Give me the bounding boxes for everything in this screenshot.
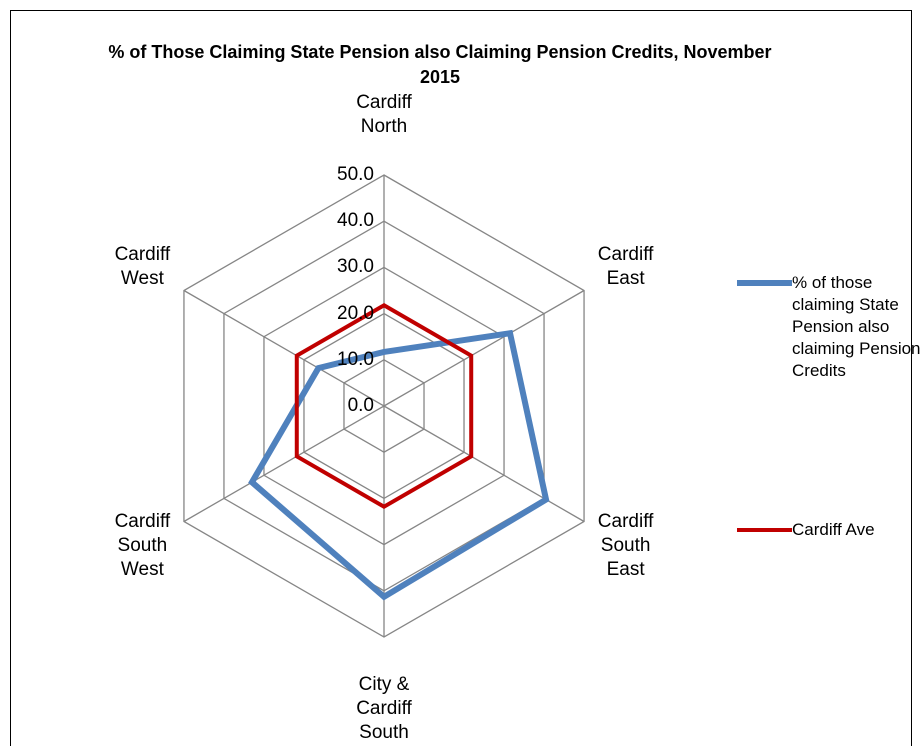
- category-label: Cardiff South East: [597, 510, 654, 580]
- spoke: [183, 405, 385, 523]
- r-tick-label: 0.0: [347, 395, 374, 416]
- spoke: [383, 289, 585, 407]
- series-line: [294, 302, 474, 510]
- category-label: Cardiff East: [597, 243, 654, 289]
- spoke: [183, 289, 385, 407]
- category-label: Cardiff North: [356, 92, 412, 137]
- r-tick-label: 40.0: [337, 210, 374, 232]
- category-label: Cardiff West: [114, 243, 171, 289]
- r-tick-label: 10.0: [337, 348, 374, 370]
- r-tick-label: 50.0: [337, 164, 374, 185]
- frame: [10, 10, 912, 746]
- series-line: [248, 329, 550, 601]
- legend-label: Cardiff Ave: [792, 520, 875, 539]
- chart-title: % of Those Claiming State Pension also C…: [108, 42, 772, 87]
- category-label: Cardiff South West: [114, 510, 171, 580]
- spoke: [383, 405, 585, 523]
- legend-label: % of those claiming State Pension also c…: [792, 273, 921, 380]
- r-tick-label: 30.0: [337, 256, 374, 278]
- r-tick-label: 20.0: [337, 302, 374, 324]
- category-label: City & Cardiff South: [356, 674, 412, 743]
